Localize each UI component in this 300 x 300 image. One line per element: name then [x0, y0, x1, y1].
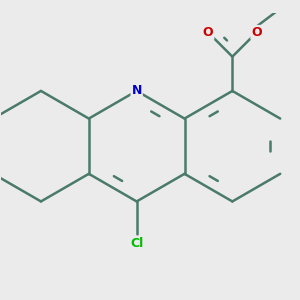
Text: Cl: Cl	[130, 237, 143, 250]
Text: O: O	[251, 26, 262, 39]
Text: N: N	[131, 84, 142, 98]
Text: O: O	[203, 26, 213, 39]
